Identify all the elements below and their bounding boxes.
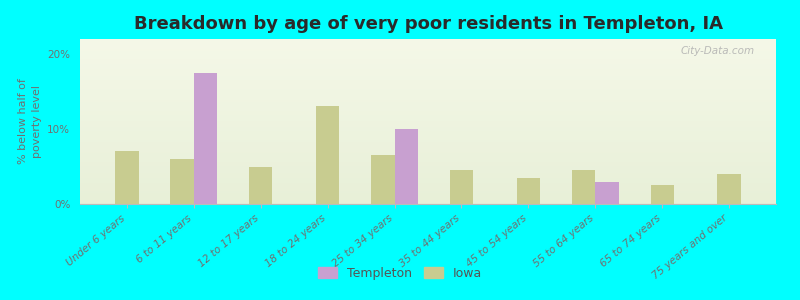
Bar (572, 170, 595, 204)
Text: City-Data.com: City-Data.com (681, 46, 755, 56)
Bar (194, 73, 217, 204)
Bar (115, 152, 138, 204)
Y-axis label: % below half of
poverty level: % below half of poverty level (18, 79, 42, 164)
Title: Breakdown by age of very poor residents in Templeton, IA: Breakdown by age of very poor residents … (134, 15, 722, 33)
Bar (394, 129, 418, 204)
Bar (316, 106, 339, 204)
Bar (249, 167, 273, 204)
Bar (650, 185, 674, 204)
Bar (718, 174, 741, 204)
Legend: Templeton, Iowa: Templeton, Iowa (313, 262, 487, 285)
Bar (371, 155, 394, 204)
Bar (450, 170, 473, 204)
Bar (595, 182, 618, 204)
Bar (517, 178, 540, 204)
Bar (170, 159, 194, 204)
